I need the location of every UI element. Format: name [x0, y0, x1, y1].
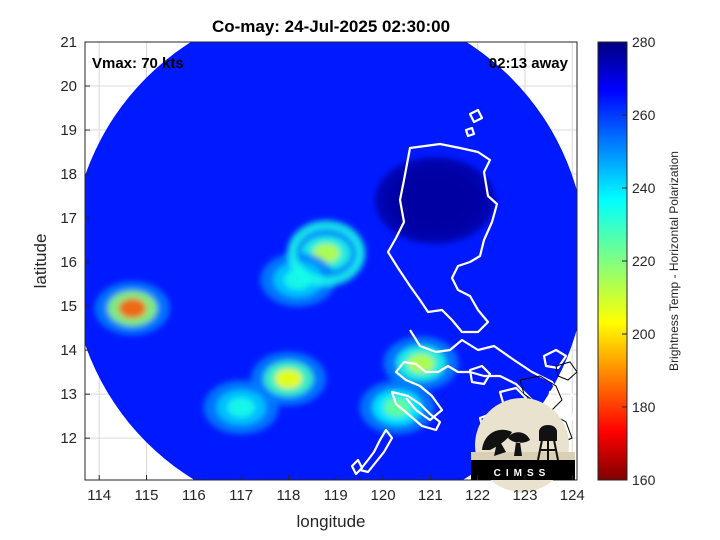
colorbar-tick-label: 200 — [632, 326, 656, 342]
colorbar-tick-label: 280 — [632, 34, 656, 50]
coastline-mindoro — [390, 390, 442, 432]
y-tick-label: 20 — [60, 78, 77, 95]
logo-band — [471, 460, 575, 480]
x-axis-label: longitude — [296, 512, 365, 531]
x-tick-label: 117 — [229, 487, 253, 504]
chart-title: Co-may: 24-Jul-2025 02:30:00 — [212, 17, 450, 36]
y-tick-label: 21 — [60, 34, 77, 51]
y-tick-label: 15 — [60, 298, 77, 315]
coastline-catanduanes — [542, 348, 568, 370]
time-away-label: 02:13 away — [489, 55, 569, 72]
colorbar-tick-label: 220 — [632, 253, 656, 269]
x-tick-label: 120 — [371, 487, 396, 504]
x-tick-label: 114 — [87, 487, 111, 504]
convection-blob — [407, 353, 435, 374]
eyewall-ring — [287, 220, 366, 287]
y-axis: 12 13 14 15 16 17 18 19 20 21 — [60, 34, 90, 447]
x-tick-label: 118 — [276, 487, 300, 504]
colorbar-label: Brightness Temp - Horizontal Polarizatio… — [667, 151, 681, 371]
convection-blob — [118, 298, 147, 319]
logo-text: CIMSS — [494, 468, 551, 479]
cimss-logo: CIMSS — [471, 398, 575, 492]
y-tick-label: 16 — [60, 254, 77, 271]
y-tick-label: 19 — [60, 122, 77, 139]
x-tick-label: 121 — [418, 487, 443, 504]
x-tick-label: 124 — [560, 487, 585, 504]
convection-blob — [227, 397, 255, 418]
y-axis-label: latitude — [31, 234, 50, 289]
plot-border — [84, 41, 578, 481]
vmax-label: Vmax: 70 kts — [92, 55, 184, 72]
coastline-islet-1 — [468, 108, 484, 124]
coastline-luzon — [386, 142, 499, 334]
x-tick-label: 123 — [512, 487, 537, 504]
convection-blob — [274, 368, 303, 389]
convection-blob — [400, 175, 471, 226]
colorbar-tick-label: 180 — [632, 399, 656, 415]
x-tick-label: 119 — [324, 487, 348, 504]
coastline-islet-2 — [464, 126, 476, 138]
satellite-dish-icon — [482, 429, 512, 456]
x-axis: 114 115 116 117 118 119 120 121 122 123 124 — [87, 475, 585, 504]
y-tick-label: 17 — [60, 210, 77, 227]
y-tick-label: 12 — [60, 430, 77, 447]
water-tower-icon — [537, 425, 559, 461]
radar-dish-icon — [508, 432, 530, 456]
coastline-calamian — [350, 458, 364, 476]
colorbar-tick-label: 160 — [632, 472, 656, 488]
colorbar-tick-label: 260 — [632, 107, 656, 123]
x-tick-label: 115 — [135, 487, 159, 504]
coastline-marinduque — [468, 364, 492, 386]
x-tick-label: 116 — [182, 487, 206, 504]
coastline-luzon-south — [394, 329, 562, 422]
colorbar-tick-label: 240 — [632, 180, 656, 196]
y-tick-label: 18 — [60, 166, 77, 183]
x-tick-label: 122 — [465, 487, 490, 504]
colorbar-ticks: 160 180 200 220 240 260 280 — [622, 34, 656, 488]
convection-blob — [383, 397, 411, 418]
y-tick-label: 14 — [60, 342, 77, 359]
y-tick-label: 13 — [60, 386, 77, 403]
coastline-palawan-north — [358, 428, 394, 474]
